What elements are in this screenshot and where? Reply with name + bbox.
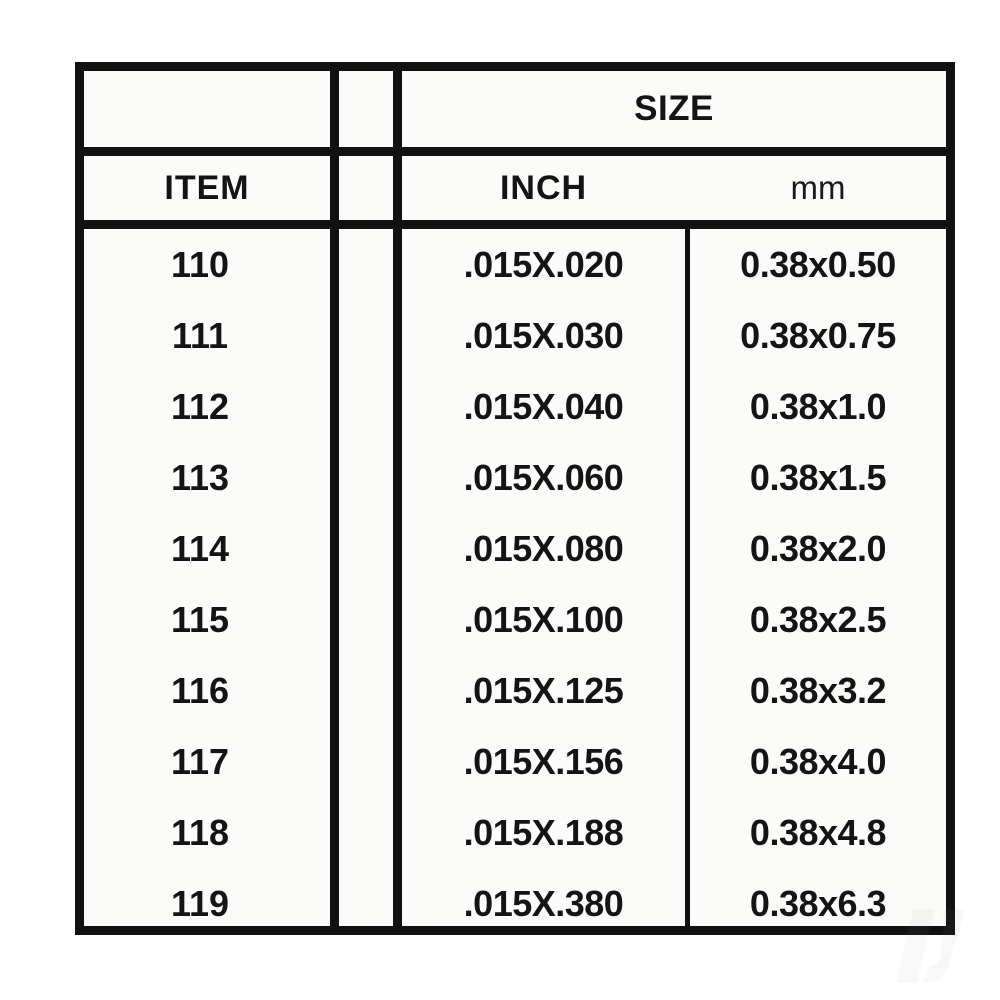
cell-inch: .015X.030 <box>402 300 685 371</box>
column-header-mm: mm <box>690 156 946 220</box>
cell-inch: .015X.100 <box>402 584 685 655</box>
cell-mm: 0.38x2.0 <box>690 513 946 584</box>
cell-inch-value: .015X.060 <box>463 456 624 498</box>
header-divider-top <box>84 147 946 156</box>
cell-inch-value: .015X.030 <box>463 314 624 356</box>
column-header-inch: INCH <box>402 156 685 220</box>
cell-mm-value: 0.38x2.0 <box>749 527 887 569</box>
table-row: 113 .015X.060 0.38x1.5 <box>84 442 946 513</box>
cell-mm: 0.38x4.0 <box>690 726 946 797</box>
column-header-item-label: ITEM <box>164 168 250 207</box>
cell-mm-value: 0.38x4.0 <box>749 740 887 782</box>
cell-inch-value: .015X.040 <box>463 385 624 427</box>
table-row: 112 .015X.040 0.38x1.0 <box>84 371 946 442</box>
cell-item: 115 <box>84 584 330 655</box>
cell-item-value: 118 <box>170 811 230 853</box>
cell-inch-value: .015X.100 <box>463 598 624 640</box>
size-column-divider <box>393 71 402 926</box>
cell-mm-value: 0.38x2.5 <box>749 598 887 640</box>
item-column-divider <box>330 71 339 926</box>
cell-inch-value: .015X.188 <box>463 811 624 853</box>
size-table: SIZE ITEM INCH mm 110.015X.020 0.38x0.50 1… <box>75 62 955 935</box>
cell-item-value: 117 <box>170 740 230 782</box>
table-row: 110 .015X.020 0.38x0.50 <box>84 229 946 300</box>
cell-mm: 0.38x3.2 <box>690 655 946 726</box>
cell-item-value: 112 <box>170 385 230 427</box>
cell-mm-value: 0.38x0.75 <box>740 314 896 356</box>
cell-mm-value: 0.38x6.3 <box>749 882 887 924</box>
cell-item: 111 <box>84 300 330 371</box>
column-header-item: ITEM <box>84 156 330 220</box>
cell-item: 116 <box>84 655 330 726</box>
cell-mm: 0.38x2.5 <box>690 584 946 655</box>
cell-inch-value: .015X.080 <box>463 527 624 569</box>
cell-item-value: 119 <box>170 882 230 924</box>
cell-inch: .015X.125 <box>402 655 685 726</box>
cell-inch-value: .015X.156 <box>463 740 624 782</box>
cell-inch: .015X.156 <box>402 726 685 797</box>
header-divider-bottom <box>84 220 946 229</box>
cell-mm: 0.38x6.3 <box>690 868 946 939</box>
cell-mm: 0.38x0.50 <box>690 229 946 300</box>
cell-item: 118 <box>84 797 330 868</box>
cell-mm: 0.38x1.0 <box>690 371 946 442</box>
cell-mm: 0.38x1.5 <box>690 442 946 513</box>
cell-item: 119 <box>84 868 330 939</box>
cell-mm-value: 0.38x1.0 <box>749 385 887 427</box>
cell-item: 117 <box>84 726 330 797</box>
cell-mm: 0.38x0.75 <box>690 300 946 371</box>
cell-inch-value: .015X.125 <box>463 669 624 711</box>
cell-mm-value: 0.38x3.2 <box>749 669 887 711</box>
cell-inch: .015X.380 <box>402 868 685 939</box>
cell-inch: .015X.060 <box>402 442 685 513</box>
table-row: 111 .015X.030 0.38x0.75 <box>84 300 946 371</box>
cell-inch: .015X.188 <box>402 797 685 868</box>
cell-item-value: 115 <box>170 598 230 640</box>
cell-item: 110 <box>84 229 330 300</box>
table-body: 110 .015X.020 0.38x0.50 111 .015X.030 0.38x0.… <box>84 229 946 926</box>
cell-inch: .015X.080 <box>402 513 685 584</box>
cell-item-value: 113 <box>170 456 230 498</box>
cell-inch: .015X.020 <box>402 229 685 300</box>
cell-item: 114 <box>84 513 330 584</box>
cell-mm: 0.38x4.8 <box>690 797 946 868</box>
cell-inch: .015X.040 <box>402 371 685 442</box>
table-row: 115 .015X.100 0.38x2.5 <box>84 584 946 655</box>
inch-mm-divider <box>685 220 690 926</box>
cell-item-value: 111 <box>171 314 229 356</box>
table-inner: SIZE ITEM INCH mm 110.015X.020 0.38x0.50 1… <box>84 71 946 926</box>
cell-mm-value: 0.38x4.8 <box>749 811 887 853</box>
cell-inch-value: .015X.380 <box>463 882 624 924</box>
cell-inch-value: .015X.020 <box>463 243 624 285</box>
cell-mm-value: 0.38x1.5 <box>749 456 887 498</box>
table-row: 117 .015X.156 0.38x4.0 <box>84 726 946 797</box>
cell-item-value: 116 <box>170 669 230 711</box>
column-header-mm-label: mm <box>790 169 846 206</box>
table-row: 116 .015X.125 0.38x3.2 <box>84 655 946 726</box>
cell-item: 112 <box>84 371 330 442</box>
column-header-inch-label: INCH <box>499 168 588 207</box>
table-row: 114 .015X.080 0.38x2.0 <box>84 513 946 584</box>
group-header-size: SIZE <box>402 71 946 147</box>
cell-item-value: 114 <box>170 527 230 569</box>
table-row: 118 .015X.188 0.38x4.8 <box>84 797 946 868</box>
group-header-size-label: SIZE <box>634 89 714 128</box>
cell-mm-value: 0.38x0.50 <box>740 243 896 285</box>
cell-item: 113 <box>84 442 330 513</box>
table-row: 119 .015X.380 0.38x6.3 <box>84 868 946 939</box>
cell-item-value: 110 <box>170 243 230 285</box>
